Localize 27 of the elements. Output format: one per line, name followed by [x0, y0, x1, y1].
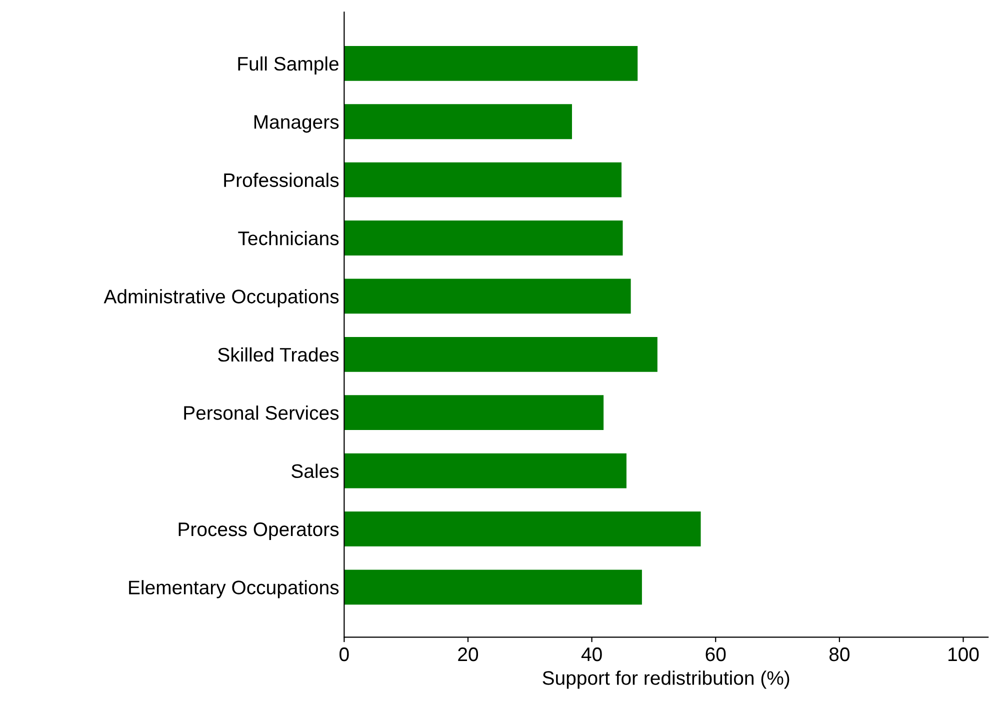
y-tick-label: Administrative Occupations	[104, 289, 339, 308]
y-tick-label: Technicians	[238, 230, 339, 246]
bar	[344, 278, 631, 314]
x-tick-label: 40	[581, 647, 602, 662]
y-tick-label: Elementary Occupations	[129, 580, 339, 598]
x-tick-label: 100	[948, 647, 979, 662]
bar	[344, 453, 626, 488]
y-tick-label: Process Operators	[178, 522, 339, 540]
x-tick-label: 80	[829, 647, 850, 662]
y-tick-label: Professionals	[224, 172, 339, 188]
y-tick-label: Personal Services	[184, 406, 339, 420]
bar	[344, 395, 604, 430]
y-tick-label: Managers	[254, 115, 339, 133]
y-tick-label: Sales	[292, 464, 339, 478]
y-tick-label: Full Sample	[238, 56, 338, 75]
bar	[344, 336, 658, 372]
bar	[344, 570, 642, 605]
bar	[344, 512, 701, 546]
x-tick-label: 60	[706, 647, 726, 662]
x-axis-title: Support for redistribution (%)	[542, 670, 790, 689]
bar	[344, 220, 623, 256]
x-tick-label: 20	[458, 647, 478, 662]
x-tick-label: 0	[340, 647, 349, 662]
bar	[344, 46, 638, 81]
bar	[344, 104, 572, 140]
bar	[344, 162, 622, 198]
y-tick-label: Skilled Trades	[218, 347, 339, 362]
